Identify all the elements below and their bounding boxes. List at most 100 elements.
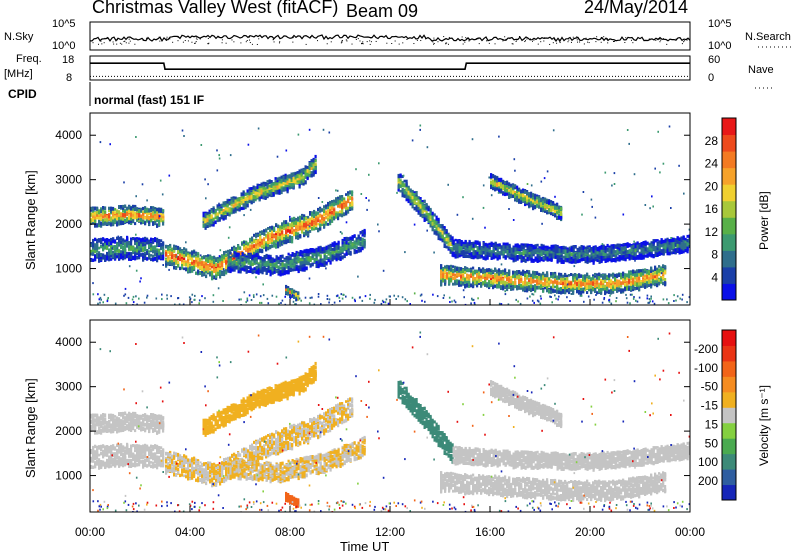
power-cell xyxy=(275,233,278,237)
power-cell xyxy=(230,197,233,201)
power-cell xyxy=(96,243,99,246)
power-cell xyxy=(566,285,569,289)
power-cell xyxy=(271,259,274,264)
power-cell xyxy=(327,201,330,207)
power-cell xyxy=(201,267,204,271)
power-cell xyxy=(217,256,220,260)
power-cell xyxy=(295,268,298,271)
power-cell xyxy=(154,209,157,213)
power-cell xyxy=(341,251,344,254)
power-cell xyxy=(433,224,436,229)
power-cell xyxy=(405,195,408,199)
nsearch-point xyxy=(106,36,108,38)
power-cell xyxy=(462,277,465,281)
power-cell xyxy=(221,254,224,258)
power-cell xyxy=(108,216,111,221)
power-cell xyxy=(274,182,277,186)
nsearch-point xyxy=(433,42,435,44)
power-cell xyxy=(287,270,290,275)
power-cell xyxy=(264,187,267,191)
power-cell xyxy=(102,215,105,219)
power-cell xyxy=(286,180,289,185)
power-cell xyxy=(321,258,324,263)
nsearch-point xyxy=(345,39,347,41)
power-cell xyxy=(351,196,354,201)
power-cell xyxy=(558,274,561,279)
power-cell xyxy=(305,217,308,221)
power-cell xyxy=(331,250,334,255)
nsearch-point xyxy=(657,38,659,40)
power-cell xyxy=(299,234,302,239)
power-cell xyxy=(441,230,444,234)
power-cell xyxy=(361,246,364,251)
power-cell xyxy=(315,247,318,252)
power-cell xyxy=(204,223,207,226)
power-cell xyxy=(130,239,133,243)
power-cell xyxy=(361,229,364,234)
power-cell xyxy=(303,231,306,235)
power-cell xyxy=(138,209,141,214)
power-cell xyxy=(309,229,312,233)
power-cell xyxy=(325,204,328,208)
power-cell xyxy=(96,216,99,220)
power-cell xyxy=(252,199,255,203)
power-cell xyxy=(299,262,302,266)
freq-line xyxy=(90,62,690,70)
power-cell xyxy=(246,203,249,208)
power-cell xyxy=(220,214,223,219)
power-cell xyxy=(92,238,95,242)
power-cell xyxy=(321,208,324,212)
power-cell xyxy=(297,259,300,264)
power-cell xyxy=(265,271,268,275)
power-cell xyxy=(301,267,304,272)
power-cell xyxy=(440,270,443,275)
power-cell xyxy=(554,274,557,279)
nsearch-point xyxy=(292,41,294,43)
power-cell xyxy=(359,236,362,241)
power-cell xyxy=(550,289,553,294)
power-cell xyxy=(96,210,99,215)
power-cell xyxy=(524,287,527,291)
power-cell xyxy=(498,277,501,282)
power-cell xyxy=(94,206,97,211)
power-cell xyxy=(520,283,523,288)
power-cell xyxy=(297,236,300,240)
power-cell xyxy=(361,237,364,242)
power-cell xyxy=(413,191,416,194)
power-cell xyxy=(335,242,338,247)
power-cell xyxy=(454,281,457,286)
power-cell xyxy=(506,286,509,292)
power-cell xyxy=(538,285,541,290)
power-cell xyxy=(108,253,111,259)
power-cell xyxy=(162,222,165,226)
power-cell xyxy=(169,246,172,249)
power-cell xyxy=(468,278,471,282)
power-cell xyxy=(173,250,176,253)
power-cell xyxy=(201,271,204,275)
power-cell xyxy=(347,210,350,214)
power-cell xyxy=(442,271,445,275)
power-cell xyxy=(313,210,316,214)
power-cell xyxy=(154,251,157,255)
power-cell xyxy=(510,282,513,286)
power-cell xyxy=(556,280,559,284)
power-cell xyxy=(116,252,119,256)
power-cell xyxy=(417,199,420,203)
nsearch-point xyxy=(466,37,468,39)
power-cell xyxy=(275,261,278,266)
power-cell xyxy=(305,223,308,228)
power-cell xyxy=(110,222,113,227)
power-cell xyxy=(122,256,125,261)
power-cell xyxy=(199,260,202,264)
power-cell xyxy=(102,253,105,257)
power-cell xyxy=(476,269,479,273)
nsearch-point xyxy=(92,42,94,44)
power-cell xyxy=(488,272,491,275)
power-cell xyxy=(494,273,497,278)
power-cell xyxy=(506,274,509,277)
power-cell xyxy=(433,213,436,217)
power-cell xyxy=(298,169,301,173)
power-cell xyxy=(100,245,103,249)
power-cell xyxy=(586,278,589,283)
power-cell xyxy=(158,239,161,242)
